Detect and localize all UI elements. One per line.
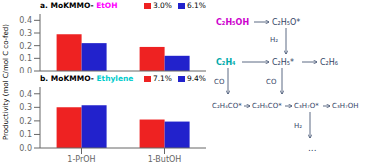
svg-text:CO: CO bbox=[266, 78, 277, 86]
svg-text:0.2: 0.2 bbox=[19, 117, 32, 126]
svg-text:1-PrOH: 1-PrOH bbox=[67, 155, 95, 162]
svg-text:1-ButOH: 1-ButOH bbox=[148, 155, 182, 162]
svg-text:0.1: 0.1 bbox=[19, 130, 32, 139]
html-text:b. MoKMMO- Ethylene: b. MoKMMO- Ethylene bbox=[40, 74, 134, 83]
svg-text:0.1: 0.1 bbox=[19, 54, 32, 63]
svg-text:C₂H₅CO*: C₂H₅CO* bbox=[252, 102, 282, 110]
svg-text:H₂: H₂ bbox=[294, 122, 302, 130]
svg-text:C₃H₇OH: C₃H₇OH bbox=[332, 102, 359, 110]
svg-text:C₂H₄: C₂H₄ bbox=[216, 58, 236, 67]
svg-text:0.4: 0.4 bbox=[19, 90, 32, 99]
svg-text:C₂H₅OH: C₂H₅OH bbox=[216, 18, 249, 27]
svg-text:0.3: 0.3 bbox=[19, 29, 32, 38]
svg-text:C₂H₆: C₂H₆ bbox=[320, 58, 338, 67]
svg-text:C₂H₄CO*: C₂H₄CO* bbox=[212, 102, 242, 110]
svg-text:C₂H₅O*: C₂H₅O* bbox=[272, 18, 300, 27]
html-text:6.1%: 6.1% bbox=[186, 1, 206, 10]
svg-text:0.0: 0.0 bbox=[19, 144, 32, 153]
svg-text:H₂: H₂ bbox=[270, 36, 278, 44]
svg-text:0.0: 0.0 bbox=[19, 67, 32, 73]
svg-text:0.4: 0.4 bbox=[19, 16, 32, 25]
html-text:7.1%: 7.1% bbox=[152, 74, 172, 83]
svg-text:0.2: 0.2 bbox=[19, 42, 32, 51]
html-text:9.4%: 9.4% bbox=[186, 74, 206, 83]
html-text:Productivity (mol C/mol C co-f: Productivity (mol C/mol C co-fed) bbox=[2, 24, 10, 140]
svg-text:...: ... bbox=[308, 143, 317, 153]
svg-text:C₂H₅*: C₂H₅* bbox=[272, 58, 294, 67]
svg-text:0.3: 0.3 bbox=[19, 103, 32, 112]
svg-text:CO: CO bbox=[214, 78, 225, 86]
html-text:3.0%: 3.0% bbox=[152, 1, 172, 10]
html-text:a. MoKMMO- EtOH: a. MoKMMO- EtOH bbox=[40, 1, 118, 10]
svg-text:C₃H₇O*: C₃H₇O* bbox=[294, 102, 319, 110]
